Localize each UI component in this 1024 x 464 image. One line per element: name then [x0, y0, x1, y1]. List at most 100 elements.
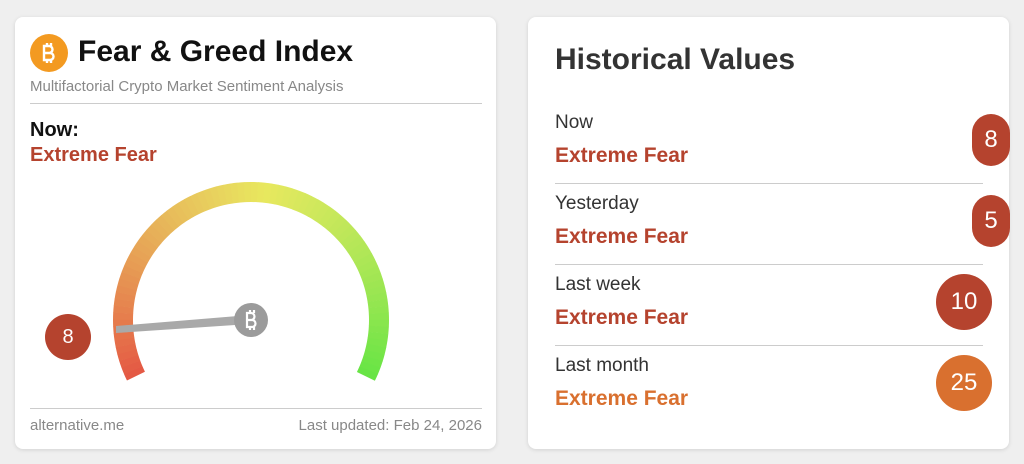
row-label: Last week	[555, 274, 641, 295]
gauge-arc	[178, 199, 195, 220]
gauge-arc	[127, 252, 149, 268]
value-badge: 25	[936, 355, 992, 411]
updated: Last updated: Feb 24, 2026	[298, 417, 482, 434]
classification: Extreme Fear	[30, 144, 157, 166]
value-badge: 8	[45, 314, 91, 360]
divider	[555, 264, 983, 265]
gauge-arc	[161, 210, 180, 231]
gauge-arc	[166, 206, 184, 227]
divider	[555, 345, 983, 346]
gauge-arc	[190, 193, 205, 215]
gauge-arc	[216, 184, 228, 206]
gauge-arc	[117, 278, 139, 291]
gauge-arc	[115, 343, 137, 355]
gauge-arc	[133, 240, 155, 258]
gauge-arc	[130, 246, 152, 263]
gauge-arc	[347, 241, 369, 258]
gauge-arc	[114, 291, 136, 303]
gauge-arc	[361, 271, 383, 285]
subtitle: Multifactorial Crypto Market Sentiment A…	[30, 78, 344, 95]
gauge-arc	[354, 252, 375, 269]
gauge-arc	[146, 224, 166, 244]
gauge-arc	[117, 348, 139, 362]
gauge-arc	[223, 183, 234, 205]
gauge-arc	[356, 259, 378, 274]
gauge-arc	[365, 343, 387, 355]
gauge-arc	[366, 337, 388, 348]
gauge-arc	[356, 366, 378, 381]
gauge-arc	[121, 360, 143, 375]
gauge-arc	[156, 214, 175, 235]
gauge-arc	[313, 202, 331, 224]
gauge-arc	[363, 349, 385, 362]
gauge-arc	[359, 360, 381, 375]
gauge-arc	[230, 182, 240, 204]
gauge-arc	[196, 190, 211, 212]
gauge-arc	[209, 186, 222, 208]
gauge-arc	[367, 331, 389, 341]
gauge-arc	[203, 188, 217, 210]
title: Historical Values	[555, 43, 796, 76]
gauge-arc	[141, 229, 162, 248]
row-classification: Extreme Fear	[555, 225, 689, 248]
gauge-arc	[172, 202, 189, 224]
gauge-arc	[268, 183, 280, 205]
gauge-arc	[366, 292, 388, 303]
gauge-arc	[365, 285, 387, 297]
gauge-arc	[124, 258, 146, 274]
row-label: Now	[555, 112, 594, 133]
gauge-arc	[351, 246, 372, 263]
divider	[555, 183, 983, 184]
now-label: Now:	[30, 119, 79, 141]
gauge-arc	[327, 215, 347, 235]
row-classification: Extreme Fear	[555, 387, 689, 410]
row-classification: Extreme Fear	[555, 306, 689, 329]
gauge	[113, 182, 390, 381]
gauge-arc	[286, 188, 300, 210]
gauge-arc	[119, 354, 141, 368]
gauge-arc	[363, 278, 385, 291]
gauge-arc	[340, 230, 361, 248]
gauge-arc	[115, 284, 137, 297]
gauge-arc	[368, 305, 389, 315]
gauge-arc	[368, 325, 389, 335]
gauge-arc	[184, 195, 200, 217]
source[interactable]: alternative.me	[30, 417, 125, 434]
gauge-arc	[113, 298, 135, 308]
gauge-arc	[113, 331, 135, 341]
gauge-arc	[262, 182, 273, 204]
gauge-arc	[332, 219, 352, 239]
divider	[30, 103, 482, 104]
divider	[30, 408, 482, 409]
gauge-arc	[308, 199, 325, 221]
gauge-card: Fear & Greed Index Multifactorial Crypto…	[15, 17, 496, 449]
row-label: Yesterday	[555, 193, 639, 214]
gauge-arc	[297, 193, 313, 215]
gauge-arc	[359, 265, 381, 280]
gauge-arc	[121, 265, 143, 279]
gauge-arc	[119, 271, 141, 285]
gauge-arc	[336, 224, 356, 244]
row-classification: Extreme Fear	[555, 144, 689, 167]
gauge-arc	[291, 190, 306, 212]
gauge-arc	[302, 196, 319, 217]
gauge-arc	[361, 355, 383, 368]
value-badge: 8	[972, 114, 1010, 166]
gauge-arc	[237, 182, 246, 203]
gauge-arc	[113, 305, 134, 314]
gauge-arc	[318, 206, 336, 227]
title: Fear & Greed Index	[78, 35, 354, 68]
gauge-arc	[367, 298, 389, 309]
gauge-arc	[114, 337, 136, 348]
history-card: Historical Values Now Extreme Fear 8 Yester…	[528, 17, 1010, 449]
row-label: Last month	[555, 355, 649, 376]
bitcoin-icon	[30, 34, 68, 72]
needle	[116, 315, 250, 333]
gauge-arc	[137, 235, 158, 253]
gauge-arc	[344, 235, 365, 253]
gauge-arc	[280, 186, 293, 208]
value-badge: 5	[972, 195, 1010, 247]
gauge-arc	[151, 219, 171, 239]
gauge-arc	[323, 210, 342, 231]
